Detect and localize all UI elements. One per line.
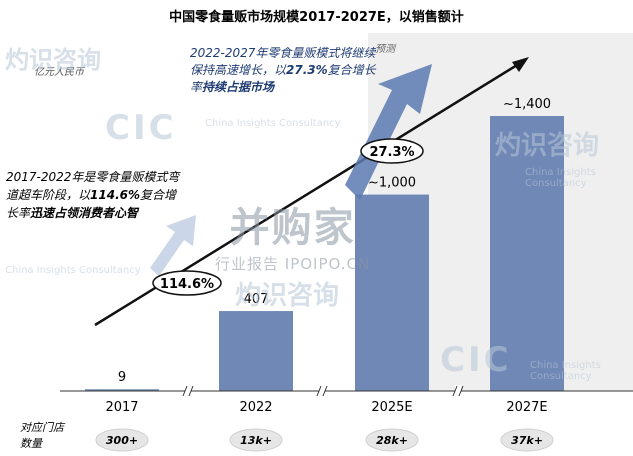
cagr-ellipse-1 [152, 270, 222, 296]
store-count-badge-2025E [365, 428, 419, 452]
axis-breaks [182, 385, 464, 397]
bar-2017 [85, 389, 159, 391]
store-count-2027E: 37k+ [511, 434, 543, 447]
axis-break-3 [452, 385, 464, 397]
cagr-label-1: 114.6% [160, 277, 214, 292]
store-count-label: 对应门店数量 [20, 421, 64, 450]
x-tick-2022: 2022 [239, 400, 272, 415]
growth-arrow-head [512, 57, 529, 72]
bar-2022 [219, 311, 293, 391]
store-count-badge-2022 [229, 428, 283, 452]
value-label-2022: 407 [244, 292, 269, 307]
cagr-label-2: 27.3% [369, 145, 414, 160]
bars [85, 116, 564, 391]
value-label-2017: 9 [118, 370, 126, 385]
cagr-ellipse-2 [360, 138, 424, 164]
annotation-2017-2022: 2017-2022年是零食量贩模式弯道超车阶段，以114.6%复合增长率迅速占领… [6, 170, 180, 220]
annotation-2022-2027: 2022-2027年零食量贩模式将继续保持高速增长，以27.3%复合增长率持续占… [190, 46, 376, 94]
store-count-2022: 13k+ [240, 434, 272, 447]
store-count-2025E: 28k+ [376, 434, 408, 447]
value-label-2027E: ~1,400 [503, 97, 551, 112]
unit-label: 亿元人民币 [34, 67, 84, 78]
axis-break-1 [182, 385, 194, 397]
bar-2025E [355, 194, 429, 391]
store-count-2017: 300+ [106, 434, 138, 447]
value-label-2025E: ~1,000 [368, 176, 416, 191]
x-tick-2025E: 2025E [371, 400, 412, 415]
blue-arrow-small [150, 215, 196, 276]
forecast-label: 预测 [375, 44, 395, 55]
blue-arrow-large [345, 64, 432, 200]
axis-break-2 [316, 385, 328, 397]
value-labels: 9 407 ~1,000 ~1,400 [118, 97, 551, 385]
store-count-badge-2027E [500, 428, 554, 452]
x-tick-2017: 2017 [105, 400, 138, 415]
store-counts: 300+ 13k+ 28k+ 37k+ [95, 428, 554, 452]
chart-title: 中国零食量贩市场规模2017-2027E，以销售额计 [169, 10, 464, 25]
bar-2027E [490, 116, 564, 391]
x-tick-2027E: 2027E [506, 400, 547, 415]
store-count-badge-2017 [95, 428, 149, 452]
x-tick-labels: 2017 2022 2025E 2027E [105, 400, 547, 415]
